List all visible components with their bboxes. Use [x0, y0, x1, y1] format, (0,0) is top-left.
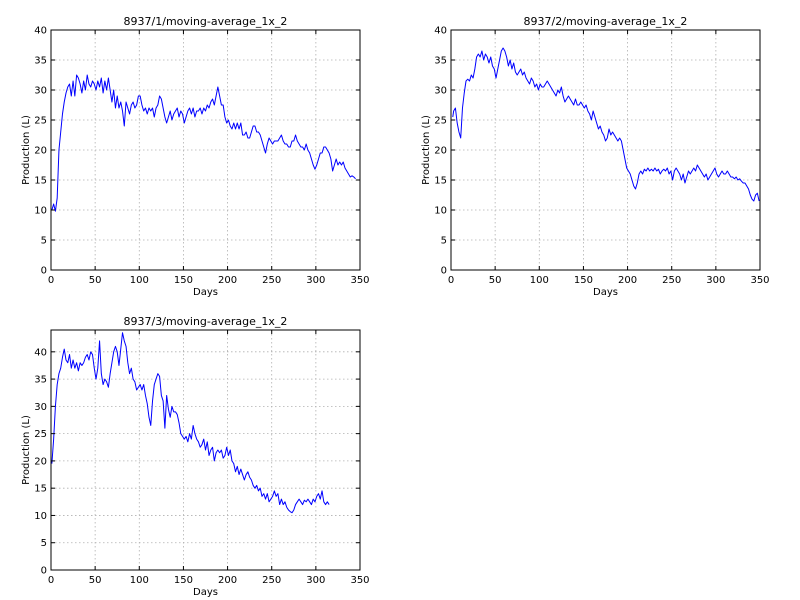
y-tick-label: 5 — [41, 236, 47, 247]
series-line-1 — [51, 332, 330, 514]
y-tick-label: 20 — [434, 146, 447, 157]
x-tick-label: 200 — [618, 275, 637, 286]
y-tick-label: 25 — [34, 116, 47, 127]
y-tick-label: 30 — [34, 86, 47, 97]
x-tick-label: 150 — [174, 275, 193, 286]
series-line-1 — [51, 74, 356, 212]
y-tick-label: 20 — [34, 146, 47, 157]
x-tick-label: 50 — [89, 275, 102, 286]
chart-title: 8937/1/moving-average_1x_2 — [124, 15, 288, 28]
x-tick-label: 0 — [448, 275, 454, 286]
x-tick-label: 350 — [750, 275, 769, 286]
x-tick-label: 250 — [262, 275, 281, 286]
y-tick-label: 30 — [34, 402, 47, 413]
chart-panel-1: 0 50 100 150 200 250 300 350 0 5 10 15 20 25 30 35 40 893… — [21, 15, 370, 298]
x-tick-label: 350 — [350, 575, 369, 586]
y-tick-label: 10 — [434, 206, 447, 217]
x-tick-label: 100 — [130, 575, 149, 586]
y-tick-label: 0 — [41, 566, 47, 577]
y-axis-label: Production (L) — [21, 415, 32, 485]
x-tick-label: 200 — [218, 575, 237, 586]
x-tick-label: 150 — [174, 575, 193, 586]
x-tick-label: 0 — [48, 575, 54, 586]
plot-frame — [50, 29, 361, 271]
y-tick-label: 25 — [34, 429, 47, 440]
y-tick-label: 25 — [434, 116, 447, 127]
y-tick-label: 10 — [34, 206, 47, 217]
y-tick-label: 20 — [34, 456, 47, 467]
y-tick-label: 10 — [34, 511, 47, 522]
x-tick-label: 300 — [306, 275, 325, 286]
x-tick-label: 150 — [574, 275, 593, 286]
x-axis-label: Days — [193, 287, 218, 298]
x-tick-label: 250 — [662, 275, 681, 286]
chart-panel-2: 0 50 100 150 200 250 300 350 0 5 10 15 20 25 30 35 40 893… — [421, 15, 770, 298]
y-tick-label: 40 — [34, 26, 47, 37]
y-axis-label: Production (L) — [21, 115, 32, 185]
plot-frame — [450, 29, 761, 271]
x-tick-label: 350 — [350, 275, 369, 286]
x-tick-label: 200 — [218, 275, 237, 286]
y-tick-label: 15 — [34, 484, 47, 495]
y-tick-label: 0 — [41, 266, 47, 277]
x-axis-label: Days — [193, 587, 218, 598]
plot-frame — [50, 329, 361, 571]
x-tick-label: 100 — [530, 275, 549, 286]
y-tick-label: 40 — [434, 26, 447, 37]
chart-panel-3: 0 50 100 150 200 250 300 350 0 5 10 15 20 25 30 35 40 893… — [21, 315, 370, 598]
series-line-1 — [452, 47, 760, 202]
x-tick-label: 50 — [489, 275, 502, 286]
y-tick-label: 35 — [34, 375, 47, 386]
y-tick-label: 15 — [34, 176, 47, 187]
chart-title: 8937/3/moving-average_1x_2 — [124, 315, 288, 328]
x-tick-label: 300 — [706, 275, 725, 286]
x-tick-label: 0 — [48, 275, 54, 286]
x-tick-label: 250 — [262, 575, 281, 586]
chart-title: 8937/2/moving-average_1x_2 — [524, 15, 688, 28]
y-tick-label: 0 — [441, 266, 447, 277]
y-tick-label: 15 — [434, 176, 447, 187]
x-axis-label: Days — [593, 287, 618, 298]
y-tick-label: 5 — [441, 236, 447, 247]
y-tick-label: 30 — [434, 86, 447, 97]
y-tick-label: 35 — [34, 56, 47, 67]
y-tick-label: 40 — [34, 347, 47, 358]
x-tick-label: 300 — [306, 575, 325, 586]
y-axis-label: Production (L) — [421, 115, 432, 185]
y-tick-label: 5 — [41, 538, 47, 549]
x-tick-label: 50 — [89, 575, 102, 586]
y-tick-label: 35 — [434, 56, 447, 67]
x-tick-label: 100 — [130, 275, 149, 286]
